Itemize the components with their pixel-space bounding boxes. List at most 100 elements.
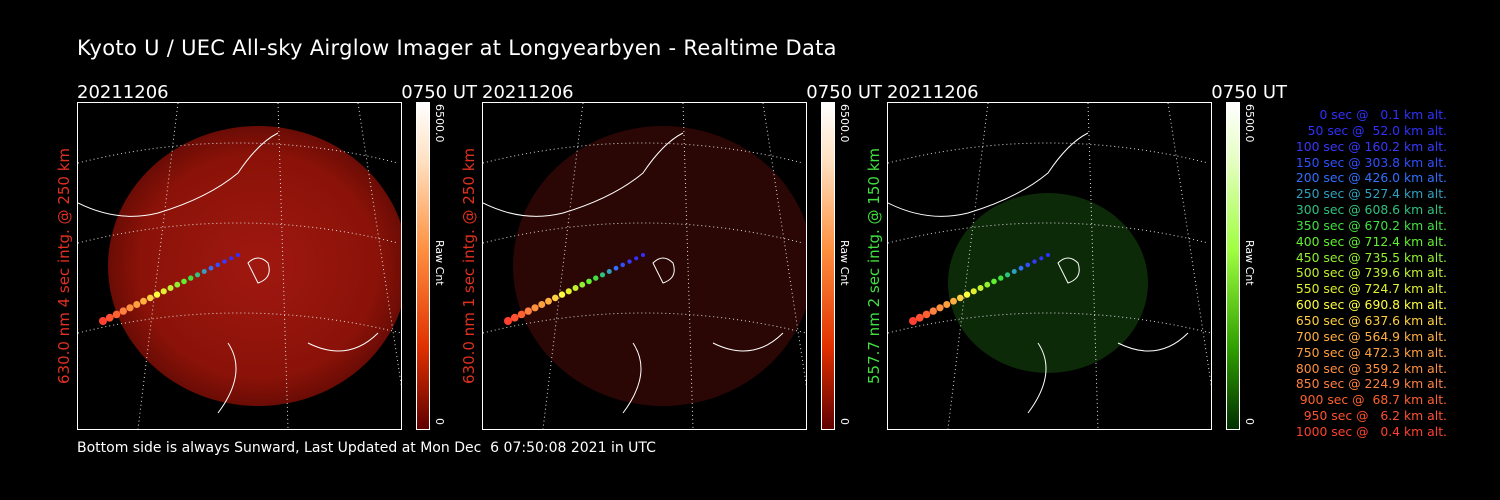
legend-row: 300 sec @ 608.6 km alt. xyxy=(1295,202,1447,218)
trajectory-point xyxy=(579,281,586,288)
panel-ylabel: 630.0 nm 1 sec intg. @ 250 km xyxy=(460,147,478,385)
trajectory-point xyxy=(1025,262,1031,268)
trajectory-point xyxy=(943,301,951,308)
trajectory-point xyxy=(1032,259,1037,264)
trajectory-point xyxy=(606,269,612,274)
trajectory-point xyxy=(551,294,559,302)
trajectory-point xyxy=(1004,272,1011,278)
trajectory-point xyxy=(215,262,221,268)
trajectory-legend: 0 sec @ 0.1 km alt. 50 sec @ 52.0 km alt.… xyxy=(1262,107,1447,440)
trajectory-point xyxy=(105,313,114,322)
imager-panel-3: 20211206 0750 UT 557.7 nm 2 sec intg. @ … xyxy=(865,80,1287,430)
legend-row: 0 sec @ 0.1 km alt. xyxy=(1319,107,1447,122)
legend-row: 50 sec @ 52.0 km alt. xyxy=(1307,122,1447,138)
trajectory-point xyxy=(572,285,579,291)
legend-row: 200 sec @ 426.0 km alt. xyxy=(1295,170,1447,186)
trajectory-point xyxy=(201,269,207,274)
allsky-map-svg xyxy=(78,103,401,429)
trajectory-point xyxy=(545,297,552,305)
trajectory-point xyxy=(641,253,645,257)
trajectory-point xyxy=(167,285,174,291)
trajectory-point xyxy=(963,291,971,298)
trajectory-point xyxy=(627,259,632,264)
trajectory-point xyxy=(929,307,937,315)
trajectory-point xyxy=(531,304,539,312)
airglow-disc xyxy=(513,126,806,406)
legend-row: 500 sec @ 739.6 km alt. xyxy=(1295,265,1447,281)
trajectory-point xyxy=(915,313,924,322)
legend-row: 600 sec @ 690.8 km alt. xyxy=(1295,297,1447,313)
trajectory-point xyxy=(599,272,606,278)
legend-row: 1000 sec @ 0.4 km alt. xyxy=(1295,423,1447,439)
trajectory-point xyxy=(936,304,944,312)
allsky-image xyxy=(887,102,1212,430)
grid-line xyxy=(483,103,806,429)
trajectory-point xyxy=(146,294,154,302)
trajectory-point xyxy=(1011,269,1017,274)
trajectory-point xyxy=(620,262,626,268)
legend-row: 250 sec @ 527.4 km alt. xyxy=(1295,186,1447,202)
trajectory-point xyxy=(586,278,592,285)
panel-ylabel: 630.0 nm 4 sec intg. @ 250 km xyxy=(55,147,73,385)
trajectory-point xyxy=(229,256,234,261)
legend-row: 800 sec @ 359.2 km alt. xyxy=(1295,360,1447,376)
panel-date: 20211206 xyxy=(482,82,574,103)
trajectory-point xyxy=(558,291,566,298)
trajectory-point xyxy=(524,307,532,315)
legend-row: 400 sec @ 712.4 km alt. xyxy=(1295,233,1447,249)
trajectory-point xyxy=(133,301,141,308)
page-title: Kyoto U / UEC All-sky Airglow Imager at … xyxy=(77,36,837,60)
trajectory xyxy=(99,253,240,325)
coastline xyxy=(888,132,1189,414)
trajectory-point xyxy=(1046,253,1050,257)
grid-line xyxy=(888,103,1211,429)
coastline xyxy=(78,132,379,414)
trajectory-point xyxy=(922,310,931,319)
panel-time: 0750 UT xyxy=(1211,82,1287,103)
allsky-map-svg xyxy=(888,103,1211,429)
trajectory-point xyxy=(236,253,240,257)
trajectory-point xyxy=(99,317,107,325)
legend-row: 900 sec @ 68.7 km alt. xyxy=(1299,392,1447,408)
legend-row: 100 sec @ 160.2 km alt. xyxy=(1295,138,1447,154)
legend-row: 450 sec @ 735.5 km alt. xyxy=(1295,249,1447,265)
trajectory-point xyxy=(222,259,227,264)
trajectory-point xyxy=(153,291,161,298)
legend-row: 700 sec @ 564.9 km alt. xyxy=(1295,328,1447,344)
trajectory-point xyxy=(160,288,167,295)
grid-line xyxy=(78,103,401,429)
colorbar xyxy=(821,102,835,430)
legend-row: 750 sec @ 472.3 km alt. xyxy=(1295,344,1447,360)
trajectory-point xyxy=(194,272,201,278)
airglow-disc xyxy=(108,126,401,406)
trajectory-point xyxy=(119,307,127,315)
trajectory-point xyxy=(956,294,964,302)
coastline xyxy=(483,132,784,414)
trajectory-point xyxy=(977,285,984,291)
trajectory-point xyxy=(140,297,147,305)
legend-row: 850 sec @ 224.9 km alt. xyxy=(1295,376,1447,392)
panel-time: 0750 UT xyxy=(806,82,882,103)
allsky-map-svg xyxy=(483,103,806,429)
trajectory-point xyxy=(510,313,519,322)
trajectory-point xyxy=(634,256,639,261)
airglow-disc xyxy=(948,193,1148,373)
trajectory-point xyxy=(909,317,917,325)
panel-ylabel: 557.7 nm 2 sec intg. @ 150 km xyxy=(865,147,883,385)
trajectory-point xyxy=(984,281,991,288)
trajectory-point xyxy=(1039,256,1044,261)
trajectory-point xyxy=(126,304,134,312)
allsky-image xyxy=(77,102,402,430)
trajectory-point xyxy=(970,288,977,295)
trajectory xyxy=(909,253,1050,325)
trajectory-point xyxy=(950,297,957,305)
trajectory-point xyxy=(593,275,599,281)
allsky-image xyxy=(482,102,807,430)
legend-row: 950 sec @ 6.2 km alt. xyxy=(1303,408,1447,424)
legend-row: 150 sec @ 303.8 km alt. xyxy=(1295,154,1447,170)
colorbar xyxy=(1226,102,1240,430)
panel-date: 20211206 xyxy=(887,82,979,103)
trajectory-point xyxy=(998,275,1004,281)
panel-time: 0750 UT xyxy=(401,82,477,103)
trajectory-point xyxy=(208,265,214,271)
